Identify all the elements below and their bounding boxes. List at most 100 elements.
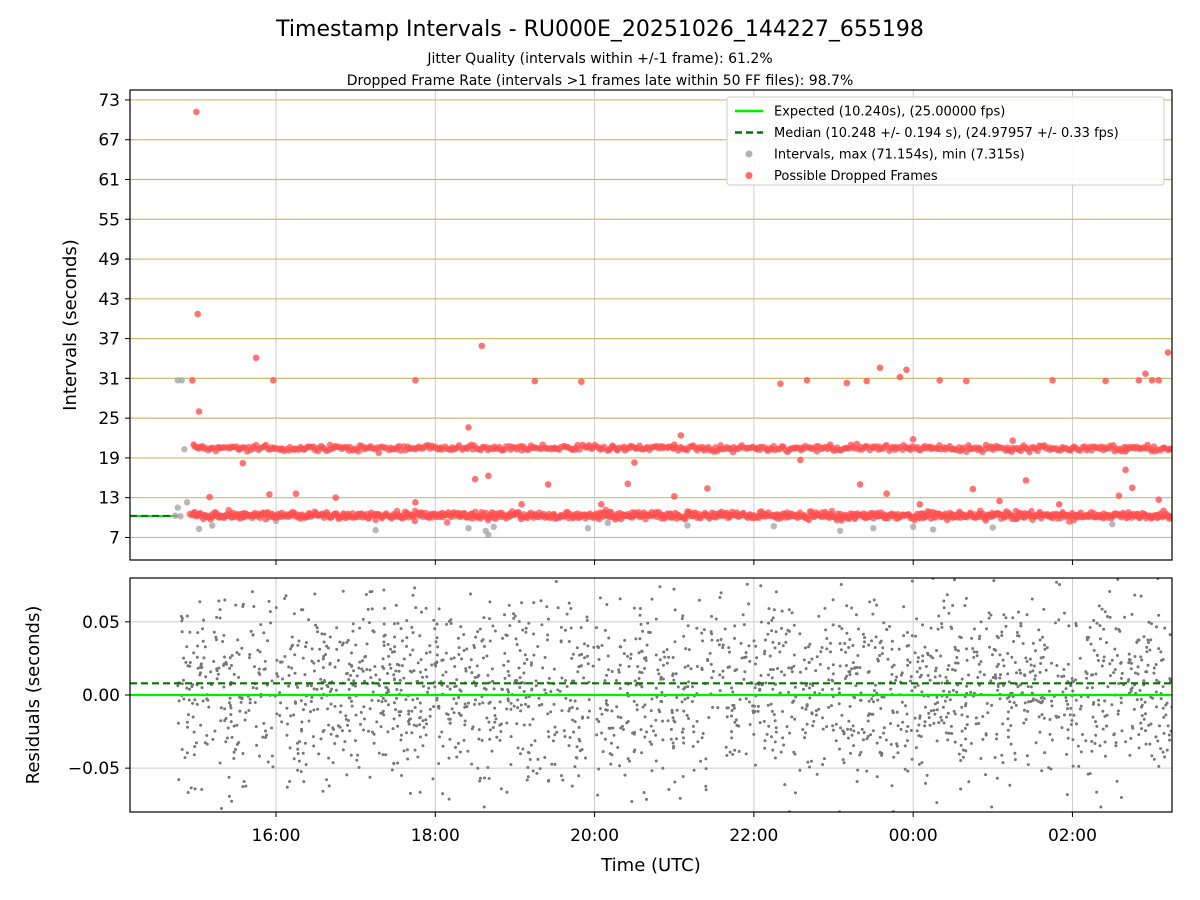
residual-point [704,788,708,792]
residual-point [779,750,783,754]
residual-point [540,623,544,627]
residual-point [1061,690,1065,694]
residual-point [560,709,564,713]
residual-point [689,667,693,671]
dropped-frame-point [597,501,605,508]
dropped-frame-point [332,494,340,501]
residual-point [935,801,939,805]
residual-point [831,724,835,728]
dropped-frame-point [803,377,811,384]
residual-point [410,731,414,735]
residual-point [804,707,808,711]
residual-point [586,662,590,666]
residual-point [385,671,389,675]
residual-point [639,728,643,732]
residual-point [626,654,630,658]
residual-point [399,627,403,631]
residual-point [492,687,496,691]
residual-point [406,720,410,724]
residual-point [399,710,403,714]
residual-point [563,734,567,738]
residual-point [1139,697,1143,701]
residual-point [532,632,536,636]
residual-point [979,756,983,760]
residual-point [837,624,841,628]
residual-point [770,676,774,680]
residual-point [1057,618,1061,622]
residual-point [202,656,206,660]
residual-point [488,700,492,704]
residual-point [629,657,633,661]
residual-point [186,713,190,717]
residual-point [763,739,767,743]
residual-point [643,666,647,670]
residual-point [934,648,938,652]
residual-point [370,698,374,702]
residual-point [419,709,423,713]
residual-point [476,766,480,770]
residual-point [437,706,441,710]
residual-point [200,686,204,690]
residual-point [661,719,665,723]
residual-point [1041,655,1045,659]
residual-point [180,682,184,686]
residual-point [630,800,634,804]
residual-point [875,603,879,607]
residual-point [180,630,184,634]
residual-point [1010,655,1014,659]
residual-point [814,713,818,717]
residual-point [230,799,234,803]
residual-point [1130,686,1134,690]
residual-point [950,732,954,736]
residual-point [512,616,516,620]
residual-point [400,773,404,777]
residual-point [350,651,354,655]
residual-point [480,738,484,742]
residual-point [1042,607,1046,611]
residual-point [670,711,674,715]
residual-point [851,724,855,728]
residual-point [1149,695,1153,699]
dropped-frame-point [670,493,678,500]
residual-point [1130,612,1134,616]
residual-point [435,622,439,626]
residual-point [895,742,899,746]
residual-point [503,676,507,680]
residual-point [1129,689,1133,693]
residual-point [1116,578,1120,581]
residual-point [466,749,470,753]
residual-point [471,725,475,729]
residual-point [568,706,572,710]
residual-point [963,604,967,608]
residual-point [263,659,267,663]
residual-point [536,757,540,761]
residual-point [323,632,327,636]
residual-point [444,670,448,674]
residual-point [324,652,328,656]
residual-point [447,756,451,760]
residual-point [296,747,300,751]
residual-point [1155,705,1159,709]
residual-point [892,663,896,667]
residual-point [1023,701,1027,705]
residual-point [821,727,825,731]
residual-point [505,707,509,711]
residual-point [384,753,388,757]
residual-point [416,661,420,665]
residual-point [1001,761,1005,765]
residual-point [424,718,428,722]
residual-point [610,670,614,674]
residual-point [974,722,978,726]
residual-point [654,653,658,657]
residual-point [1140,727,1144,731]
residual-point [572,730,576,734]
residual-point [741,613,745,617]
residual-point [448,687,452,691]
residual-point [700,666,704,670]
residual-point [929,626,933,630]
residual-point [771,748,775,752]
dropped-frame-point [1128,484,1136,492]
residual-point [289,714,293,718]
dropped-frame-point [1122,466,1129,474]
